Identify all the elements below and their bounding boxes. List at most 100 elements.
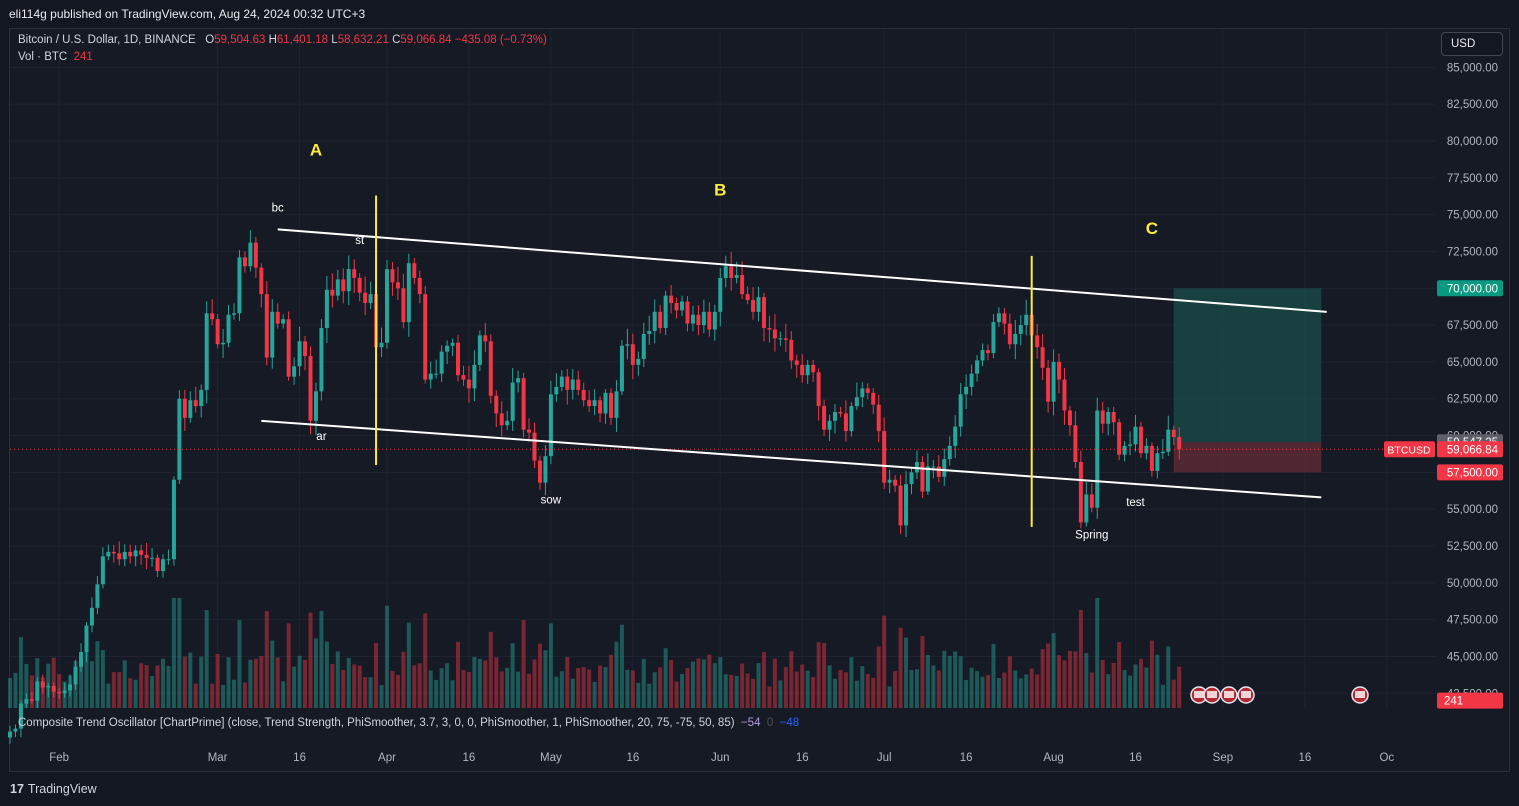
volume-bar xyxy=(614,641,619,708)
candle-body xyxy=(84,625,89,653)
volume-bar xyxy=(587,669,592,708)
candle-body xyxy=(936,466,941,477)
candle-body xyxy=(204,313,209,390)
published-by-text: eli114g published on TradingView.com, Au… xyxy=(9,7,366,21)
volume-value: 241 xyxy=(73,51,93,63)
volume-bar xyxy=(259,656,264,708)
price-label-bg xyxy=(1437,441,1503,458)
candle-body xyxy=(543,456,548,483)
candle-body xyxy=(871,392,876,405)
volume-bar xyxy=(958,656,963,708)
candle-body xyxy=(537,460,542,483)
tradingview-logo[interactable]: 17 TradingView xyxy=(10,782,97,796)
candle-body xyxy=(450,342,455,346)
candle-body xyxy=(767,328,772,330)
volume-bar xyxy=(701,659,706,708)
candle-body xyxy=(1013,333,1018,345)
x-tick-label: Jun xyxy=(711,752,730,764)
volume-bar xyxy=(488,631,493,708)
candle-body xyxy=(171,479,176,560)
candle-body xyxy=(352,269,357,278)
candle-body xyxy=(904,484,909,526)
volume-bar xyxy=(1171,679,1176,708)
candle-body xyxy=(625,344,630,346)
candle-body xyxy=(100,556,105,585)
annotation-sow: sow xyxy=(541,494,562,506)
volume-bar xyxy=(942,650,947,708)
volume-bar xyxy=(882,615,887,708)
y-tick-label: 65,000.00 xyxy=(1447,357,1498,369)
candle-body xyxy=(647,330,652,334)
volume-bar xyxy=(532,659,537,708)
candle-body xyxy=(734,275,739,278)
volume-bar xyxy=(1166,646,1171,708)
price-label-last: 59,066.84 xyxy=(1447,444,1499,456)
candle-body xyxy=(833,411,838,421)
volume-bar xyxy=(242,682,247,708)
candle-body xyxy=(674,303,679,311)
volume-bar xyxy=(270,640,275,708)
volume-bar xyxy=(111,672,116,708)
volume-bar xyxy=(166,666,171,708)
candle-body xyxy=(1117,422,1122,455)
volume-bar xyxy=(1046,643,1051,708)
price-label-bg xyxy=(1437,464,1503,481)
x-tick-label: 16 xyxy=(796,752,809,764)
volume-bar xyxy=(1100,659,1105,708)
volume-bar xyxy=(275,657,280,708)
candle-body xyxy=(1095,410,1100,508)
volume-bar xyxy=(346,658,351,708)
volume-bar xyxy=(1089,672,1094,708)
volume-bar xyxy=(106,683,111,708)
candle-body xyxy=(1078,462,1083,523)
volume-bar xyxy=(1078,609,1083,708)
candle-body xyxy=(854,397,859,407)
volume-bar xyxy=(603,667,608,708)
volume-bar xyxy=(341,670,346,708)
currency-button[interactable]: USD xyxy=(1441,32,1503,56)
volume-bar xyxy=(188,652,193,708)
volume-bar xyxy=(854,680,859,708)
volume-bar xyxy=(794,671,799,708)
volume-bar xyxy=(712,663,717,708)
candle-body xyxy=(608,392,613,418)
volume-bar xyxy=(308,612,313,708)
candle-body xyxy=(1062,379,1067,411)
volume-bar xyxy=(860,666,865,708)
candle-body xyxy=(521,378,526,430)
candle-body xyxy=(658,311,663,329)
symbol-badge-bg xyxy=(1384,441,1435,458)
candle-body xyxy=(554,386,559,395)
candle-body xyxy=(117,553,122,560)
volume-bar xyxy=(466,671,471,708)
candle-body xyxy=(827,420,832,430)
volume-bar xyxy=(8,678,12,708)
volume-bar xyxy=(1160,684,1165,708)
volume-bar xyxy=(816,642,821,708)
volume-bar xyxy=(417,663,422,708)
volume-bar xyxy=(565,656,570,708)
annotation-test: test xyxy=(1126,497,1145,509)
candle-body xyxy=(909,472,914,485)
candle-body xyxy=(89,607,94,626)
volume-bar xyxy=(144,665,149,708)
volume-bar xyxy=(510,643,515,708)
tv-logo-icon: 17 xyxy=(10,782,24,796)
volume-bar xyxy=(1051,632,1056,708)
volume-bar xyxy=(281,681,286,708)
candle-body xyxy=(636,358,641,365)
y-tick-label: 85,000.00 xyxy=(1447,62,1498,74)
candle-body xyxy=(1171,429,1176,438)
volume-bar xyxy=(428,670,433,708)
annotation-a: A xyxy=(310,141,322,160)
candle-body xyxy=(62,690,67,694)
candle-body xyxy=(188,400,193,418)
candle-body xyxy=(592,400,597,407)
symbol-legend: Bitcoin / U.S. Dollar, 1D, BINANCE O59,5… xyxy=(18,34,547,46)
candle-body xyxy=(357,277,362,293)
candle-body xyxy=(947,445,952,460)
volume-bar xyxy=(160,658,165,708)
candle-body xyxy=(1149,445,1154,471)
volume-bar xyxy=(1040,649,1045,708)
